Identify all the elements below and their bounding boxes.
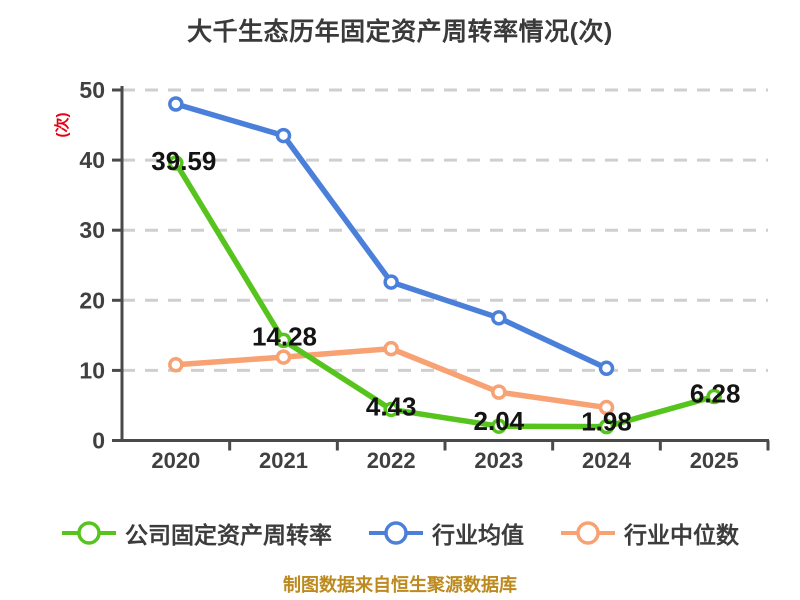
svg-text:2022: 2022 bbox=[367, 448, 416, 473]
svg-text:2024: 2024 bbox=[582, 448, 632, 473]
svg-text:30: 30 bbox=[79, 217, 105, 243]
svg-text:2023: 2023 bbox=[474, 448, 523, 473]
data-point-marker bbox=[598, 360, 615, 377]
data-source-note: 制图数据来自恒生聚源数据库 bbox=[283, 575, 517, 595]
data-point-marker bbox=[168, 96, 184, 112]
data-point-marker bbox=[275, 127, 292, 144]
svg-text:10: 10 bbox=[79, 357, 105, 383]
legend-label: 公司固定资产周转率 bbox=[125, 522, 332, 548]
svg-text:14.28: 14.28 bbox=[252, 321, 317, 351]
data-point-marker bbox=[491, 418, 507, 434]
svg-text:2020: 2020 bbox=[151, 448, 200, 473]
chart-title: 大千生态历年固定资产周转率情况(次) bbox=[187, 18, 613, 46]
svg-text:20: 20 bbox=[79, 287, 105, 313]
svg-text:40: 40 bbox=[79, 147, 105, 173]
data-point-marker bbox=[168, 357, 184, 373]
x-axis-tick-labels: 2020 2021 2022 2023 2024 2025 bbox=[151, 448, 738, 473]
data-point-marker bbox=[598, 418, 615, 435]
svg-text:6.28: 6.28 bbox=[690, 378, 741, 408]
data-point-marker bbox=[168, 155, 184, 171]
svg-text:2025: 2025 bbox=[690, 448, 739, 473]
svg-text:1.98: 1.98 bbox=[581, 407, 632, 437]
legend-item-0[interactable]: 公司固定资产周转率 bbox=[61, 516, 332, 550]
data-point-marker bbox=[275, 349, 292, 365]
data-point-marker bbox=[491, 384, 507, 400]
svg-text:4.43: 4.43 bbox=[366, 391, 417, 421]
legend-marker-icon bbox=[62, 521, 116, 545]
legend-item-2[interactable]: 行业中位数 bbox=[560, 516, 739, 550]
svg-text:0: 0 bbox=[92, 428, 105, 454]
data-point-marker bbox=[383, 274, 399, 290]
axes bbox=[112, 86, 770, 451]
data-labels: 39.59 14.28 4.43 2.04 1.98 6.28 bbox=[151, 146, 740, 437]
data-point-marker bbox=[706, 388, 722, 405]
data-point-marker bbox=[491, 310, 507, 326]
legend-marker-icon bbox=[369, 521, 423, 545]
chart-legend: 公司固定资产周转率 行业均值 行业中位数 bbox=[0, 516, 800, 550]
svg-text:2.04: 2.04 bbox=[474, 406, 525, 436]
line-chart-canvas: 0 10 20 30 40 50 2020 2021 2022 2023 2024 2025 (次) 39… bbox=[53, 77, 770, 473]
svg-text:39.59: 39.59 bbox=[151, 146, 216, 176]
svg-text:2021: 2021 bbox=[259, 448, 308, 473]
legend-item-1[interactable]: 行业均值 bbox=[368, 516, 524, 550]
legend-marker-icon bbox=[561, 521, 615, 545]
svg-text:50: 50 bbox=[79, 77, 105, 103]
series-行业中位数 bbox=[168, 340, 615, 416]
data-point-marker bbox=[383, 401, 399, 418]
data-point-marker bbox=[383, 340, 399, 357]
series-行业均值 bbox=[168, 96, 615, 377]
data-point-marker bbox=[275, 332, 292, 349]
data-point-marker bbox=[598, 399, 615, 416]
legend-label: 行业均值 bbox=[432, 522, 524, 548]
legend-label: 行业中位数 bbox=[624, 522, 739, 548]
y-axis-unit-label: (次) bbox=[53, 113, 71, 138]
series-公司固定资产周转率 bbox=[168, 155, 722, 435]
y-axis-tick-labels: 0 10 20 30 40 50 bbox=[79, 77, 105, 454]
